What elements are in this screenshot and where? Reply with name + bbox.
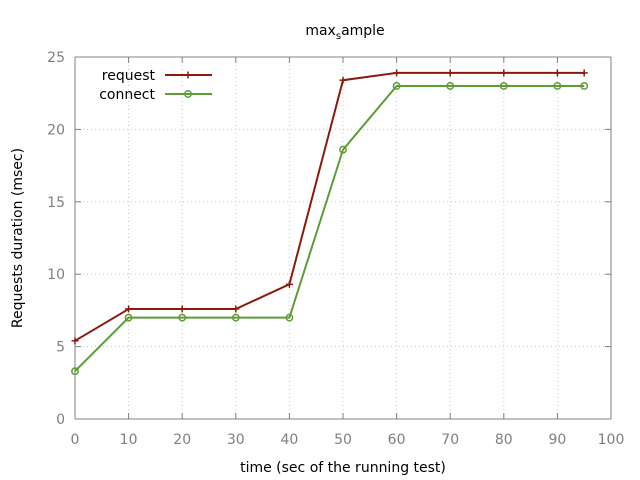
- data-point-connect: [178, 313, 187, 322]
- data-point-connect: [339, 145, 347, 154]
- tick-labels: 0 10 20 30 40 50 60 70 80 90 100 0 5 10 15 20 25: [47, 50, 624, 448]
- legend-label-request: request: [102, 68, 156, 84]
- data-point-request: [500, 69, 508, 77]
- data-point-connect: [285, 313, 294, 322]
- data-point-connect: [392, 82, 401, 90]
- y-tick-label: 15: [47, 195, 65, 211]
- data-point-request: [580, 69, 588, 77]
- data-point-connect: [446, 82, 455, 90]
- x-tick-label: 50: [334, 432, 352, 448]
- data-point-request: [393, 69, 401, 77]
- series-connect: [71, 82, 589, 376]
- grid: [75, 57, 611, 419]
- chart-title-main: max: [305, 23, 336, 39]
- data-point-request: [71, 337, 79, 345]
- chart-title: maxsample: [305, 23, 384, 42]
- x-tick-label: 60: [388, 432, 406, 448]
- data-point-request: [553, 69, 561, 77]
- y-tick-label: 20: [47, 122, 65, 138]
- data-point-connect: [231, 313, 240, 322]
- y-tick-label: 0: [56, 412, 65, 428]
- x-tick-label: 90: [548, 432, 566, 448]
- data-point-connect: [580, 82, 589, 90]
- series-line-connect: [74, 85, 585, 372]
- legend-marker-request: [184, 71, 192, 79]
- legend-label-connect: connect: [99, 87, 155, 103]
- data-point-connect: [124, 313, 133, 322]
- data-point-request: [125, 305, 133, 313]
- x-tick-label: 10: [120, 432, 138, 448]
- data-point-request: [339, 76, 347, 84]
- data-point-connect: [499, 82, 508, 90]
- data-point-request: [178, 305, 186, 313]
- x-tick-label: 30: [227, 432, 245, 448]
- x-tick-label: 20: [173, 432, 191, 448]
- legend-item-request: request: [102, 68, 212, 84]
- series-line-request: [74, 71, 585, 342]
- y-tick-label: 25: [47, 50, 65, 66]
- legend-marker-connect: [184, 90, 192, 98]
- data-point-connect: [71, 367, 79, 376]
- x-tick-label: 40: [280, 432, 298, 448]
- series-layer: [71, 69, 589, 376]
- x-tick-label: 70: [441, 432, 459, 448]
- y-axis-label: Requests duration (msec): [10, 148, 26, 328]
- data-point-request: [285, 280, 293, 288]
- x-tick-label: 80: [495, 432, 513, 448]
- x-tick-label: 0: [71, 432, 80, 448]
- chart-title-rest: ample: [341, 23, 385, 39]
- axes: [74, 56, 612, 420]
- x-axis-label: time (sec of the running test): [240, 460, 446, 476]
- data-point-request: [446, 69, 454, 77]
- series-request: [71, 69, 588, 345]
- data-point-connect: [553, 82, 562, 90]
- chart-title-subscript: s: [336, 31, 341, 42]
- x-tick-label: 100: [598, 432, 625, 448]
- legend: request connect: [99, 68, 212, 103]
- data-point-request: [232, 305, 240, 313]
- y-tick-label: 5: [56, 340, 65, 356]
- legend-item-connect: connect: [99, 87, 212, 103]
- y-tick-label: 10: [47, 267, 65, 283]
